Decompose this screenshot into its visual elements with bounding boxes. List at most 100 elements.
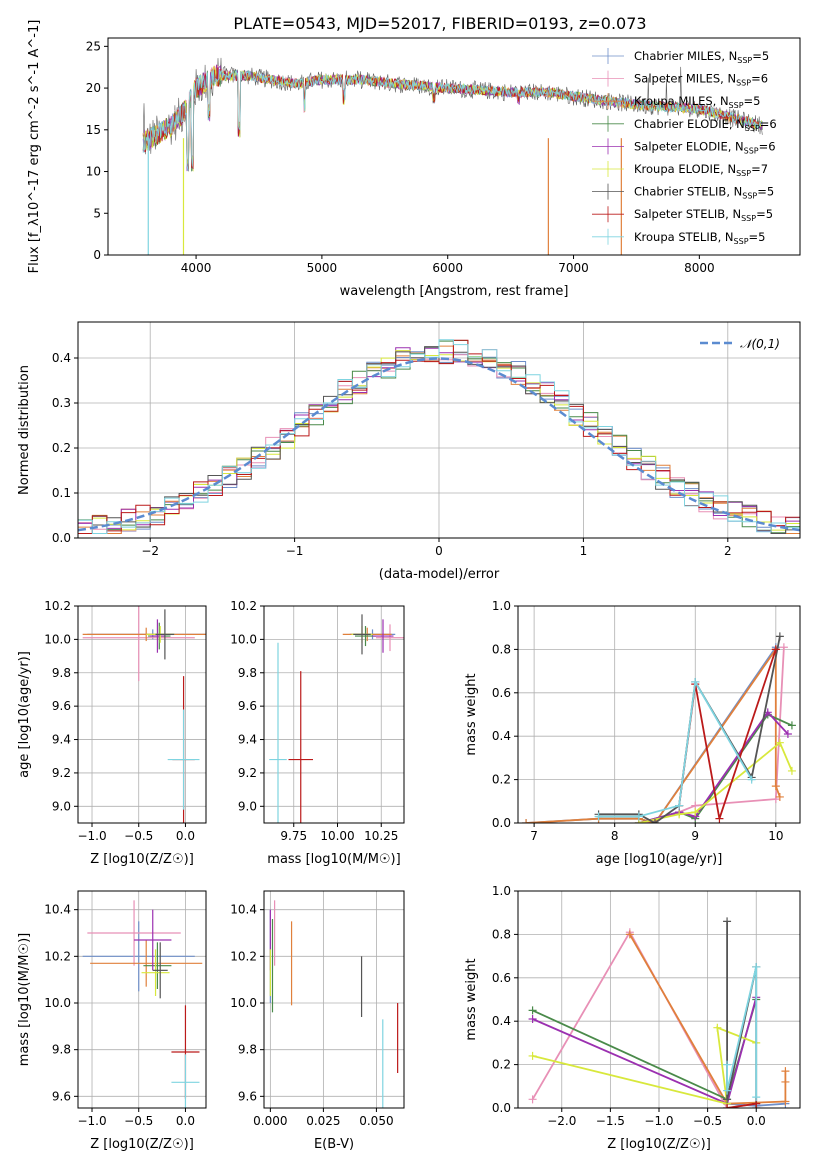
x-tick-label: 0 (435, 544, 443, 558)
weight-marker (528, 1051, 537, 1060)
y-tick-label: 9.2 (238, 766, 257, 780)
legend-sub: SSP (736, 169, 751, 178)
y-tick-label: 0.2 (492, 1058, 511, 1072)
y-axis-label: mass [log10(M/M☉)] (17, 933, 32, 1066)
legend-sub: SSP (744, 146, 759, 155)
y-tick-label: 1.0 (492, 884, 511, 898)
spectrum-line-salpeter-stelib (142, 67, 763, 171)
legend-value: =5 (744, 94, 761, 108)
legend-value: =5 (749, 230, 766, 244)
plot-area (142, 57, 763, 255)
x-tick-label: 1 (580, 544, 588, 558)
x-tick-label: 0.025 (306, 1114, 340, 1128)
weight-marker (771, 645, 780, 654)
x-tick-label: 0.0 (176, 829, 195, 843)
y-tick-label: 0 (93, 248, 101, 262)
x-axis-label: mass [log10(M/M☉)] (267, 852, 400, 867)
y-tick-label: 9.2 (52, 766, 71, 780)
x-axis-label: (data-model)/error (379, 567, 500, 582)
weight-marker (691, 808, 700, 817)
axes-frame (107, 37, 801, 256)
legend-sub: SSP (736, 79, 751, 88)
weight-line-8 (726, 966, 758, 1098)
x-tick-label: −2 (141, 544, 159, 558)
x-tick-label: −1 (286, 544, 304, 558)
weight-marker (783, 730, 792, 739)
legend-sub: SSP (745, 124, 760, 133)
y-tick-label: 10 (86, 165, 101, 179)
y-tick-label: 5 (93, 206, 101, 220)
y-tick-label: 0.4 (492, 729, 511, 743)
axes-frame (263, 890, 405, 1109)
weight-marker (781, 1077, 790, 1086)
legend-value: =5 (757, 185, 774, 199)
weight-marker (787, 766, 796, 775)
figure-title: PLATE=0543, MJD=52017, FIBERID=0193, z=0… (233, 14, 646, 33)
plot-area (528, 917, 790, 1108)
weight-marker (781, 1097, 790, 1106)
weight-line-8 (598, 679, 753, 818)
x-tick-label: 10.00 (320, 829, 354, 843)
legend-value: =7 (751, 162, 768, 176)
legend-label: Kroupa ELODIE, NSSP=7 (634, 162, 768, 178)
y-tick-label: 10.2 (44, 599, 71, 613)
weight-marker (775, 738, 784, 747)
y-tick-label: 10.2 (44, 949, 71, 963)
weight-marker (528, 1015, 537, 1024)
legend-value: =5 (752, 49, 769, 63)
axes-frame (77, 605, 207, 824)
weight-marker (779, 643, 788, 652)
y-tick-label: 9.0 (52, 799, 71, 813)
weight-marker (625, 930, 634, 939)
x-tick-label: 8 (611, 829, 619, 843)
weight-marker (675, 801, 684, 810)
weight-marker (723, 1060, 732, 1069)
weight-marker (528, 1006, 537, 1015)
weight-marker (675, 810, 684, 819)
weight-marker (528, 1095, 537, 1104)
x-tick-label: 2 (724, 544, 732, 558)
legend-value: =5 (756, 207, 773, 221)
x-tick-label: 9.75 (280, 829, 307, 843)
weight-marker (752, 1093, 761, 1102)
axes-frame (77, 890, 207, 1109)
y-tick-label: 10.2 (230, 599, 257, 613)
y-tick-label: 0.3 (52, 396, 71, 410)
weight-marker (650, 819, 659, 823)
weight-line-5 (532, 1026, 757, 1105)
panel-mass-vs-ebv: 0.000 0.025 0.050 9.6 9.8 10.0 10.2 10.4 E(B-V) (230, 890, 405, 1152)
y-axis-label: Normed distribution (17, 365, 32, 495)
legend-value: =6 (751, 72, 768, 86)
plot-area (82, 606, 206, 823)
histogram-step-kroupa-stelib (78, 339, 800, 538)
panel-residuals: −2 −1 0 1 2 0.0 0.1 0.2 0.3 0.4 (data-model)/error… (17, 321, 801, 582)
x-tick-label: 0.000 (253, 1114, 287, 1128)
weight-marker (723, 1086, 732, 1095)
weight-line-7 (726, 1102, 757, 1108)
x-tick-label: 10.25 (364, 829, 398, 843)
x-tick-label: −1.5 (596, 1114, 625, 1128)
y-tick-label: 9.6 (52, 699, 71, 713)
y-tick-label: 25 (86, 39, 101, 53)
plot-area (269, 900, 399, 1108)
weight-line-3 (638, 713, 793, 823)
weight-marker (771, 782, 780, 791)
weight-marker (715, 814, 724, 823)
y-tick-label: 0.0 (52, 531, 71, 545)
y-tick-label: 0.0 (492, 1101, 511, 1115)
weight-marker (634, 812, 643, 821)
weight-line-7 (678, 649, 777, 819)
weight-marker (775, 632, 784, 641)
legend-value: =6 (759, 139, 776, 153)
panel-mass-weight-vs-z: −2.0 −1.5 −1.0 −0.5 0.0 0.0 0.2 0.4 0.6 0.8 1.0 Z [… (464, 884, 801, 1152)
y-tick-label: 10.2 (230, 949, 257, 963)
y-axis-label: Flux [f_λ10^-17 erg cm^-2 s^-1 A^-1] (27, 20, 42, 274)
x-tick-label: −1.0 (77, 829, 106, 843)
y-tick-label: 0.6 (492, 971, 511, 985)
y-tick-label: 10.0 (44, 996, 71, 1010)
histogram-step-salpeter-stelib (78, 339, 800, 538)
panel-age-vs-mass: 9.75 10.00 10.25 9.0 9.2 9.4 9.6 9.8 10.0 10.2 mas… (230, 599, 405, 867)
y-axis-label: mass weight (464, 673, 479, 755)
x-tick-label: 0.0 (747, 1114, 766, 1128)
weight-line-4 (532, 997, 758, 1105)
